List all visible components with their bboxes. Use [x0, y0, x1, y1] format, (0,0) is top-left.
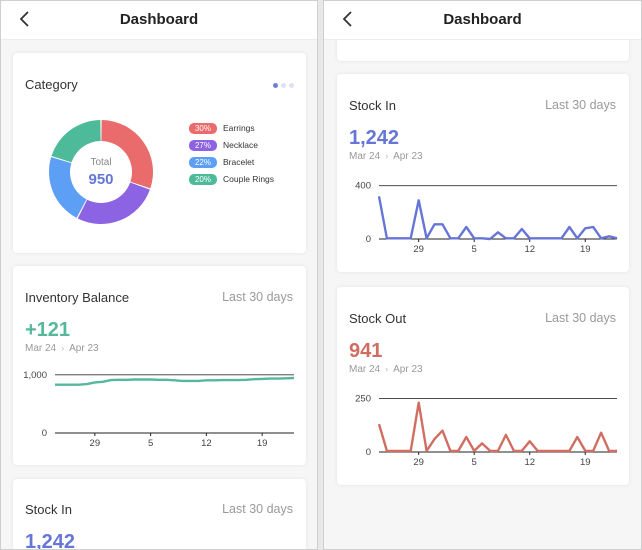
chevron-right-icon: › [385, 364, 389, 374]
x-tick-label: 12 [524, 457, 535, 468]
stock-in-card[interactable]: Stock In Last 30 days 1,242 Mar 24 › Apr 2… [337, 74, 629, 272]
x-tick-label: 12 [524, 244, 535, 255]
date-from: Mar 24 [349, 151, 381, 162]
stock-in-title: Stock In [349, 98, 396, 113]
stock-in-line-chart: 0 400 29 5 12 19 [355, 181, 618, 255]
legend-label: Earrings [223, 123, 255, 133]
chevron-right-icon: › [385, 151, 389, 161]
date-to: Apr 23 [69, 343, 99, 354]
x-tick-label: 5 [472, 457, 477, 468]
donut-slice-bracelet [48, 157, 87, 218]
navbar: Dashboard [1, 1, 317, 40]
stock-out-card[interactable]: Stock Out Last 30 days 941 Mar 24 › Apr 23… [337, 287, 629, 485]
category-donut-chart [48, 120, 153, 224]
stock-in-date-range: Mar 24 › Apr 23 [349, 151, 423, 162]
stock-in-period: Last 30 days [545, 98, 616, 112]
page-title: Dashboard [443, 11, 522, 28]
pagination-dots[interactable] [270, 75, 294, 93]
legend-label: Bracelet [223, 157, 255, 167]
page-dot-2[interactable] [281, 83, 286, 88]
series-line [377, 196, 618, 241]
page-title: Dashboard [119, 11, 199, 28]
inventory-value: +121 [25, 319, 71, 341]
right-screen: Dashboard Stock In Last 30 days 1,242 Ma… [323, 0, 642, 550]
inventory-title: Inventory Balance [25, 290, 130, 305]
y-tick-label: 0 [366, 234, 371, 245]
date-from: Mar 24 [349, 364, 381, 375]
x-tick-label: 5 [472, 244, 477, 255]
navbar: Dashboard [324, 1, 641, 40]
stock-out-title: Stock Out [349, 311, 407, 326]
back-icon[interactable] [15, 9, 35, 29]
legend-label: Couple Rings [223, 174, 275, 184]
legend-badge: 30% [189, 123, 217, 134]
stock-in-period: Last 30 days [222, 502, 293, 516]
inventory-date-range: Mar 24 › Apr 23 [25, 343, 99, 354]
legend-badge: 20% [189, 174, 217, 185]
back-icon[interactable] [338, 9, 358, 29]
inventory-line-chart: 0 1,000 29 5 12 19 [23, 370, 295, 449]
date-from: Mar 24 [25, 343, 57, 354]
category-card[interactable]: Category Total 950 30% Earrings 27% Neck… [13, 53, 306, 253]
y-tick-label: 400 [355, 181, 371, 192]
x-tick-label: 19 [580, 457, 591, 468]
legend-badge: 27% [189, 140, 217, 151]
x-tick-label: 12 [201, 438, 212, 449]
stock-out-period: Last 30 days [545, 311, 616, 325]
donut-slice-couple-rings [51, 120, 101, 163]
x-tick-label: 19 [257, 438, 268, 449]
y-tick-label: 1,000 [23, 370, 47, 381]
x-tick-label: 19 [580, 244, 591, 255]
x-tick-label: 29 [413, 244, 424, 255]
stock-in-card[interactable]: Stock In Last 30 days 1,242 [13, 479, 306, 550]
date-to: Apr 23 [393, 364, 423, 375]
stock-in-value: 1,242 [25, 531, 76, 550]
y-tick-label: 0 [366, 447, 371, 458]
left-screen: Dashboard Category Total 950 30% Earring… [0, 0, 318, 550]
series-line [377, 401, 617, 453]
series-line [55, 376, 295, 386]
stock-in-title: Stock In [25, 502, 72, 517]
stock-out-date-range: Mar 24 › Apr 23 [349, 364, 423, 375]
inventory-balance-card[interactable]: Inventory Balance Last 30 days +121 Mar … [13, 266, 306, 465]
stock-out-line-chart: 0 250 29 5 12 19 [355, 393, 617, 468]
page-dot-3[interactable] [289, 83, 294, 88]
chevron-right-icon: › [61, 343, 65, 353]
x-tick-label: 5 [148, 438, 153, 449]
legend-badge: 22% [189, 157, 217, 168]
total-label: Total [90, 157, 112, 168]
category-title: Category [25, 77, 78, 92]
x-tick-label: 29 [413, 457, 424, 468]
stock-out-value: 941 [349, 340, 383, 362]
x-tick-label: 29 [90, 438, 101, 449]
donut-slice-necklace [77, 182, 150, 224]
legend-label: Necklace [223, 140, 258, 150]
y-tick-label: 0 [42, 428, 47, 439]
total-value: 950 [88, 171, 114, 188]
y-tick-label: 250 [355, 393, 371, 404]
inventory-period: Last 30 days [222, 290, 293, 304]
date-to: Apr 23 [393, 151, 423, 162]
donut-slice-earrings [101, 120, 153, 189]
stock-in-value: 1,242 [349, 127, 400, 149]
page-dot-1[interactable] [273, 83, 278, 88]
donut-center: Total 950 [66, 157, 136, 188]
